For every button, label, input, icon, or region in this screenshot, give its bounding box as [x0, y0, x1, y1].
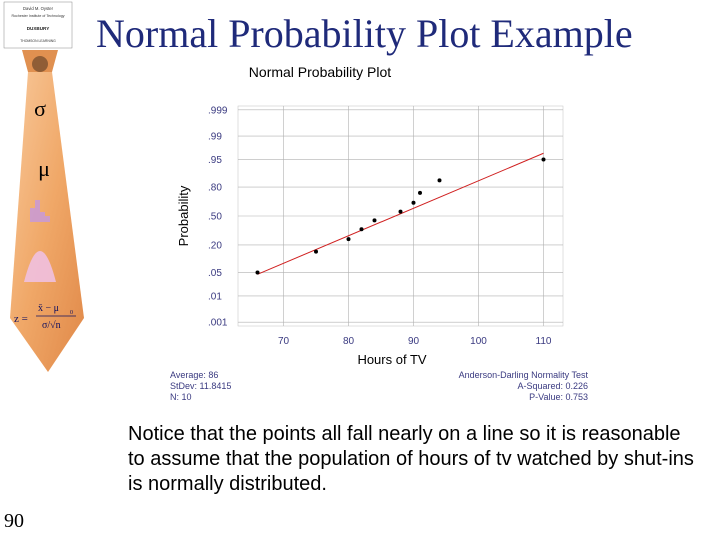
page-number: 90 — [4, 510, 24, 532]
globe-icon — [32, 56, 48, 72]
x-tick-label: 110 — [536, 336, 552, 347]
logo-line-2: Rochester Institute of Technology — [11, 14, 64, 18]
logo-line-1: David M. Oyster — [23, 6, 54, 11]
y-tick-label: .01 — [208, 291, 222, 302]
x-tick-label: 70 — [278, 336, 290, 347]
notice-text: Notice that the points all fall nearly o… — [128, 423, 694, 495]
y-tick-label: .80 — [208, 183, 222, 194]
test-name: Anderson-Darling Normality Test — [458, 370, 588, 380]
y-axis-label: Probability — [176, 185, 191, 246]
test-p-value: P-Value: 0.753 — [529, 392, 588, 402]
data-point — [255, 270, 260, 275]
data-point — [418, 190, 422, 195]
data-point — [411, 200, 416, 205]
data-point — [372, 218, 377, 223]
data-points — [255, 157, 546, 275]
formula-denominator: σ/√n — [42, 320, 61, 331]
logo-line-3: DUXBURY — [27, 26, 50, 31]
data-point — [346, 237, 351, 242]
y-tick-label: .20 — [208, 240, 222, 251]
stat-n: N: 10 — [170, 392, 192, 402]
sigma-glyph: σ — [34, 96, 46, 121]
summary-stats: Average: 86 StDev: 11.8415 N: 10 — [170, 370, 231, 403]
normality-test: Anderson-Darling Normality Test A-Square… — [438, 370, 588, 403]
y-tick-label: .05 — [208, 268, 222, 279]
x-tick-label: 100 — [470, 336, 487, 347]
x-axis-label: Hours of TV — [357, 352, 426, 367]
y-tick-label: .999 — [208, 105, 228, 116]
fit-line — [257, 152, 544, 275]
bell-curve-icon — [24, 251, 56, 282]
stat-stdev: StDev: 11.8415 — [170, 381, 232, 391]
y-tick-label: .001 — [208, 318, 228, 329]
y-tick-label: .99 — [208, 132, 222, 143]
histogram-icon — [30, 200, 50, 222]
data-point — [437, 178, 442, 183]
data-point — [398, 209, 403, 214]
x-tick-label: 80 — [343, 336, 355, 347]
logo-line-4: THOMSON LEARNING — [20, 39, 56, 43]
chart-title: Normal Probability Plot — [249, 64, 391, 80]
normal-probability-chart: Normal Probability Plot .999 .99 .95 .80 .50… — [176, 64, 564, 367]
x-tick-label: 90 — [408, 336, 420, 347]
data-point — [541, 157, 546, 162]
formula-numerator-sub: 0 — [70, 310, 73, 316]
x-tick-labels: 70 80 90 100 110 — [278, 336, 552, 347]
data-point — [359, 227, 364, 232]
mu-glyph: μ — [38, 156, 50, 181]
formula-numerator: x̄ − μ — [38, 303, 59, 314]
data-point — [314, 249, 318, 254]
test-a-squared: A-Squared: 0.226 — [517, 381, 588, 391]
formula-lhs: z = — [14, 313, 28, 325]
y-tick-label: .95 — [208, 155, 222, 166]
logo-box — [3, 1, 73, 49]
slide-title: Normal Probability Plot Example — [96, 11, 633, 56]
y-tick-label: .50 — [208, 212, 222, 223]
tie-graphic: David M. Oyster Rochester Institute of T… — [3, 1, 84, 372]
stat-average: Average: 86 — [170, 370, 219, 380]
grid-layer — [238, 106, 563, 326]
y-tick-labels: .999 .99 .95 .80 .50 .20 .05 .01 .001 — [208, 105, 228, 328]
